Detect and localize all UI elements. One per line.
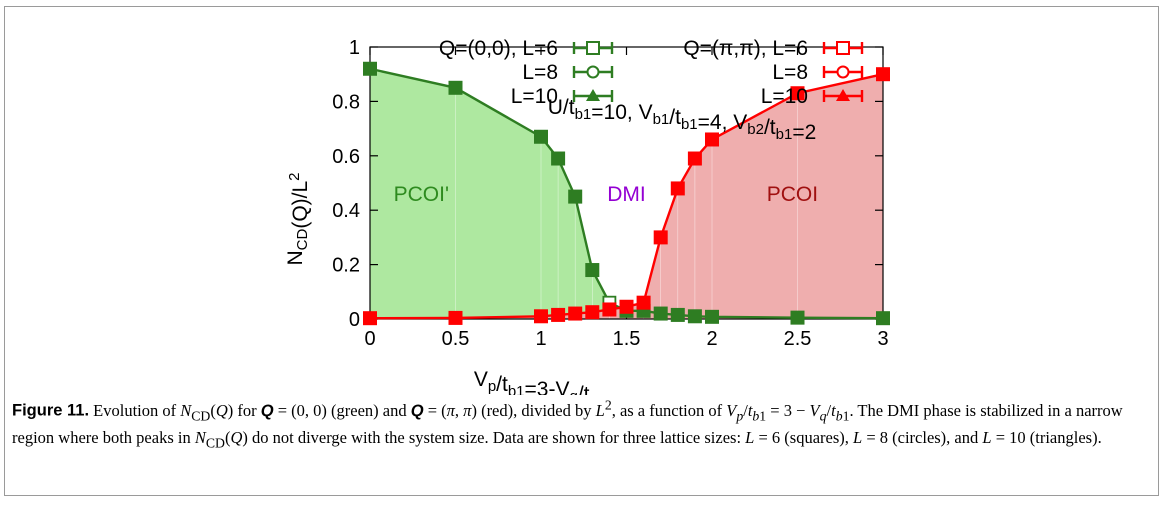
legend-item: L=8 xyxy=(522,61,614,84)
y-tick-label: 0.6 xyxy=(332,146,360,168)
legend-label: Q=(π,π), L=6 xyxy=(683,37,808,60)
data-point xyxy=(790,310,805,325)
data-point xyxy=(653,306,668,321)
y-tick-label: 0 xyxy=(349,309,360,331)
region-labels: PCOI' DMI PCOI xyxy=(394,183,818,206)
legend: Q=(0,0), L=6L=8L=10Q=(π,π), L=6L=8L=10 xyxy=(439,37,864,108)
data-point xyxy=(568,189,583,204)
data-point xyxy=(687,309,702,324)
data-point xyxy=(619,299,634,314)
data-point xyxy=(670,307,685,322)
data-point xyxy=(636,295,651,310)
legend-label: L=10 xyxy=(761,85,808,108)
legend-item: L=10 xyxy=(761,85,864,108)
data-point xyxy=(585,305,600,320)
figure-caption: Figure 11. Evolution of NCD(Q) for Q = (… xyxy=(12,394,1152,454)
data-point xyxy=(602,302,617,317)
legend-marker xyxy=(586,41,600,55)
y-tick-label: 0.4 xyxy=(332,200,360,222)
legend-marker xyxy=(836,65,850,79)
data-point xyxy=(705,309,719,324)
y-tick-label: 1 xyxy=(349,37,360,59)
axes: 0 0.5 1 1.5 2 2.5 3 0 0.2 0.4 0.6 0.8 1 xyxy=(332,37,888,350)
x-tick-label: 0 xyxy=(364,328,375,350)
legend-item: L=8 xyxy=(772,61,864,84)
data-point xyxy=(568,306,583,321)
chart: 0 0.5 1 1.5 2 2.5 3 0 0.2 0.4 0.6 0.8 1 Q=(0,0), L=6… xyxy=(284,37,890,395)
legend-marker xyxy=(836,41,850,55)
legend-label: Q=(0,0), L=6 xyxy=(439,37,558,60)
data-point xyxy=(876,67,890,82)
x-tick-label: 0.5 xyxy=(442,328,470,350)
data-point xyxy=(551,151,566,166)
data-point xyxy=(585,263,600,278)
caption-label: Figure 11. xyxy=(12,401,90,420)
legend-label: L=8 xyxy=(522,61,558,84)
data-point xyxy=(363,61,377,76)
data-point xyxy=(448,310,463,325)
caption-text: Evolution of NCD(Q) for Q = (0, 0) (gree… xyxy=(12,397,1123,451)
region-label-dmi: DMI xyxy=(607,183,646,206)
data-point xyxy=(876,311,890,326)
parameter-annotation: U/tb1=10, Vb1/tb1=4, Vb2/tb1=2 xyxy=(548,96,817,144)
legend-marker xyxy=(836,89,850,101)
data-point xyxy=(551,307,566,322)
x-axis-label: Vp/tb1=3-Vq/tb1 xyxy=(474,368,606,395)
fill-red xyxy=(370,74,883,319)
data-point xyxy=(363,311,377,326)
data-point xyxy=(790,86,805,101)
legend-marker xyxy=(586,65,600,79)
legend-item: Q=(π,π), L=6 xyxy=(683,37,864,60)
y-tick-label: 0.8 xyxy=(332,91,360,113)
legend-label: L=8 xyxy=(772,61,808,84)
series-qpipi xyxy=(363,67,890,326)
legend-label: L=10 xyxy=(511,85,558,108)
legend-item: L=10 xyxy=(511,85,614,108)
fill-green xyxy=(370,68,883,319)
y-axis-label: NCD(Q)/L2 xyxy=(284,172,312,265)
data-point xyxy=(448,80,463,95)
x-tick-label: 1.5 xyxy=(613,328,641,350)
data-point xyxy=(687,151,702,166)
x-tick-label: 1 xyxy=(535,328,546,350)
x-tick-label: 2.5 xyxy=(784,328,812,350)
legend-item: Q=(0,0), L=6 xyxy=(439,37,614,60)
series-layer xyxy=(363,61,890,326)
data-point xyxy=(670,181,685,196)
data-point xyxy=(534,129,548,144)
y-tick-label: 0.2 xyxy=(332,255,360,277)
region-label-pcoi: PCOI xyxy=(767,183,818,206)
x-tick-label: 2 xyxy=(706,328,717,350)
x-tick-label: 3 xyxy=(877,328,888,350)
legend-marker xyxy=(586,89,600,101)
data-point xyxy=(534,309,548,324)
region-label-pcoi: PCOI' xyxy=(394,183,449,206)
data-point xyxy=(653,230,668,245)
data-point xyxy=(705,132,719,147)
